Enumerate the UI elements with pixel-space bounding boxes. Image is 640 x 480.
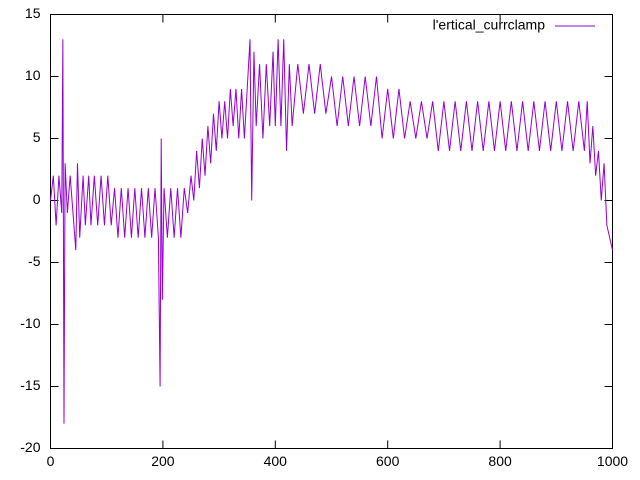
legend-label: l'ertical_currclamp bbox=[433, 17, 546, 33]
x-tick-label: 0 bbox=[47, 453, 55, 469]
y-tick-label: 5 bbox=[33, 129, 41, 145]
x-tick-label: 800 bbox=[488, 453, 512, 469]
x-tick-label: 400 bbox=[264, 453, 288, 469]
x-tick-label: 1000 bbox=[597, 453, 628, 469]
y-tick-label: -10 bbox=[20, 315, 40, 331]
y-tick-label: -20 bbox=[20, 439, 40, 455]
y-tick-label: 15 bbox=[25, 5, 41, 21]
data-line bbox=[50, 39, 613, 424]
x-tick-label: 200 bbox=[151, 453, 175, 469]
y-tick-label: 0 bbox=[33, 191, 41, 207]
y-tick-label: -5 bbox=[28, 253, 41, 269]
y-tick-label: -15 bbox=[20, 377, 40, 393]
x-tick-label: 600 bbox=[376, 453, 400, 469]
plot-frame bbox=[50, 14, 613, 449]
y-tick-label: 10 bbox=[25, 67, 41, 83]
